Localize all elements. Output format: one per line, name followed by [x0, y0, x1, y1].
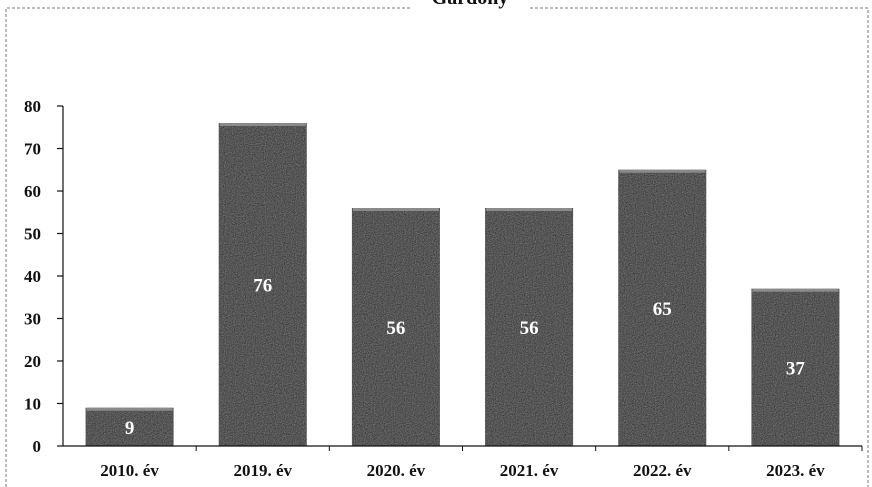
- bar: [751, 288, 840, 446]
- y-tick-label: 40: [24, 267, 41, 286]
- bar: [485, 208, 574, 446]
- bar-top-edge: [352, 208, 439, 211]
- chart-title: Gárdony: [432, 0, 509, 9]
- bar-top-edge: [219, 123, 306, 126]
- bar: [618, 169, 707, 446]
- bar-top-edge: [86, 407, 173, 411]
- bar: [85, 407, 174, 446]
- data-label: 56: [386, 318, 405, 339]
- x-tick-label: 2021. év: [500, 461, 559, 480]
- data-label: 65: [653, 299, 672, 320]
- x-tick-label: 2022. év: [633, 461, 692, 480]
- x-tick-label: 2020. év: [367, 461, 426, 480]
- x-tick-label: 2010. év: [100, 461, 159, 480]
- y-tick-label: 10: [24, 395, 41, 414]
- bar: [218, 123, 307, 446]
- x-tick-label: 2019. év: [233, 461, 292, 480]
- y-tick-label: 80: [24, 97, 41, 116]
- data-label: 56: [520, 318, 539, 339]
- bars-layer: [85, 123, 840, 446]
- data-label: 9: [125, 418, 135, 439]
- y-axis: 0 10 20 30 40 50 60 70 80: [24, 97, 64, 456]
- y-tick-label: 30: [24, 310, 41, 329]
- x-tick-label: 2023. év: [766, 461, 825, 480]
- bar: [351, 208, 440, 446]
- y-tick-label: 60: [24, 182, 41, 201]
- y-tick-label: 0: [33, 437, 42, 456]
- data-label: 76: [253, 276, 272, 297]
- data-labels-layer: 9 76 56 56 65 37: [125, 276, 806, 439]
- bar-top-edge: [486, 208, 573, 211]
- x-axis: 2010. év 2019. év 2020. év 2021. év 2022. év…: [63, 445, 863, 480]
- y-tick-label: 70: [24, 140, 41, 159]
- y-tick-label: 50: [24, 225, 41, 244]
- data-label: 37: [786, 358, 806, 379]
- y-tick-label: 20: [24, 352, 41, 371]
- chart-frame-border: [5, 7, 869, 487]
- bar-top-edge: [619, 169, 706, 173]
- bar-top-edge: [752, 288, 839, 292]
